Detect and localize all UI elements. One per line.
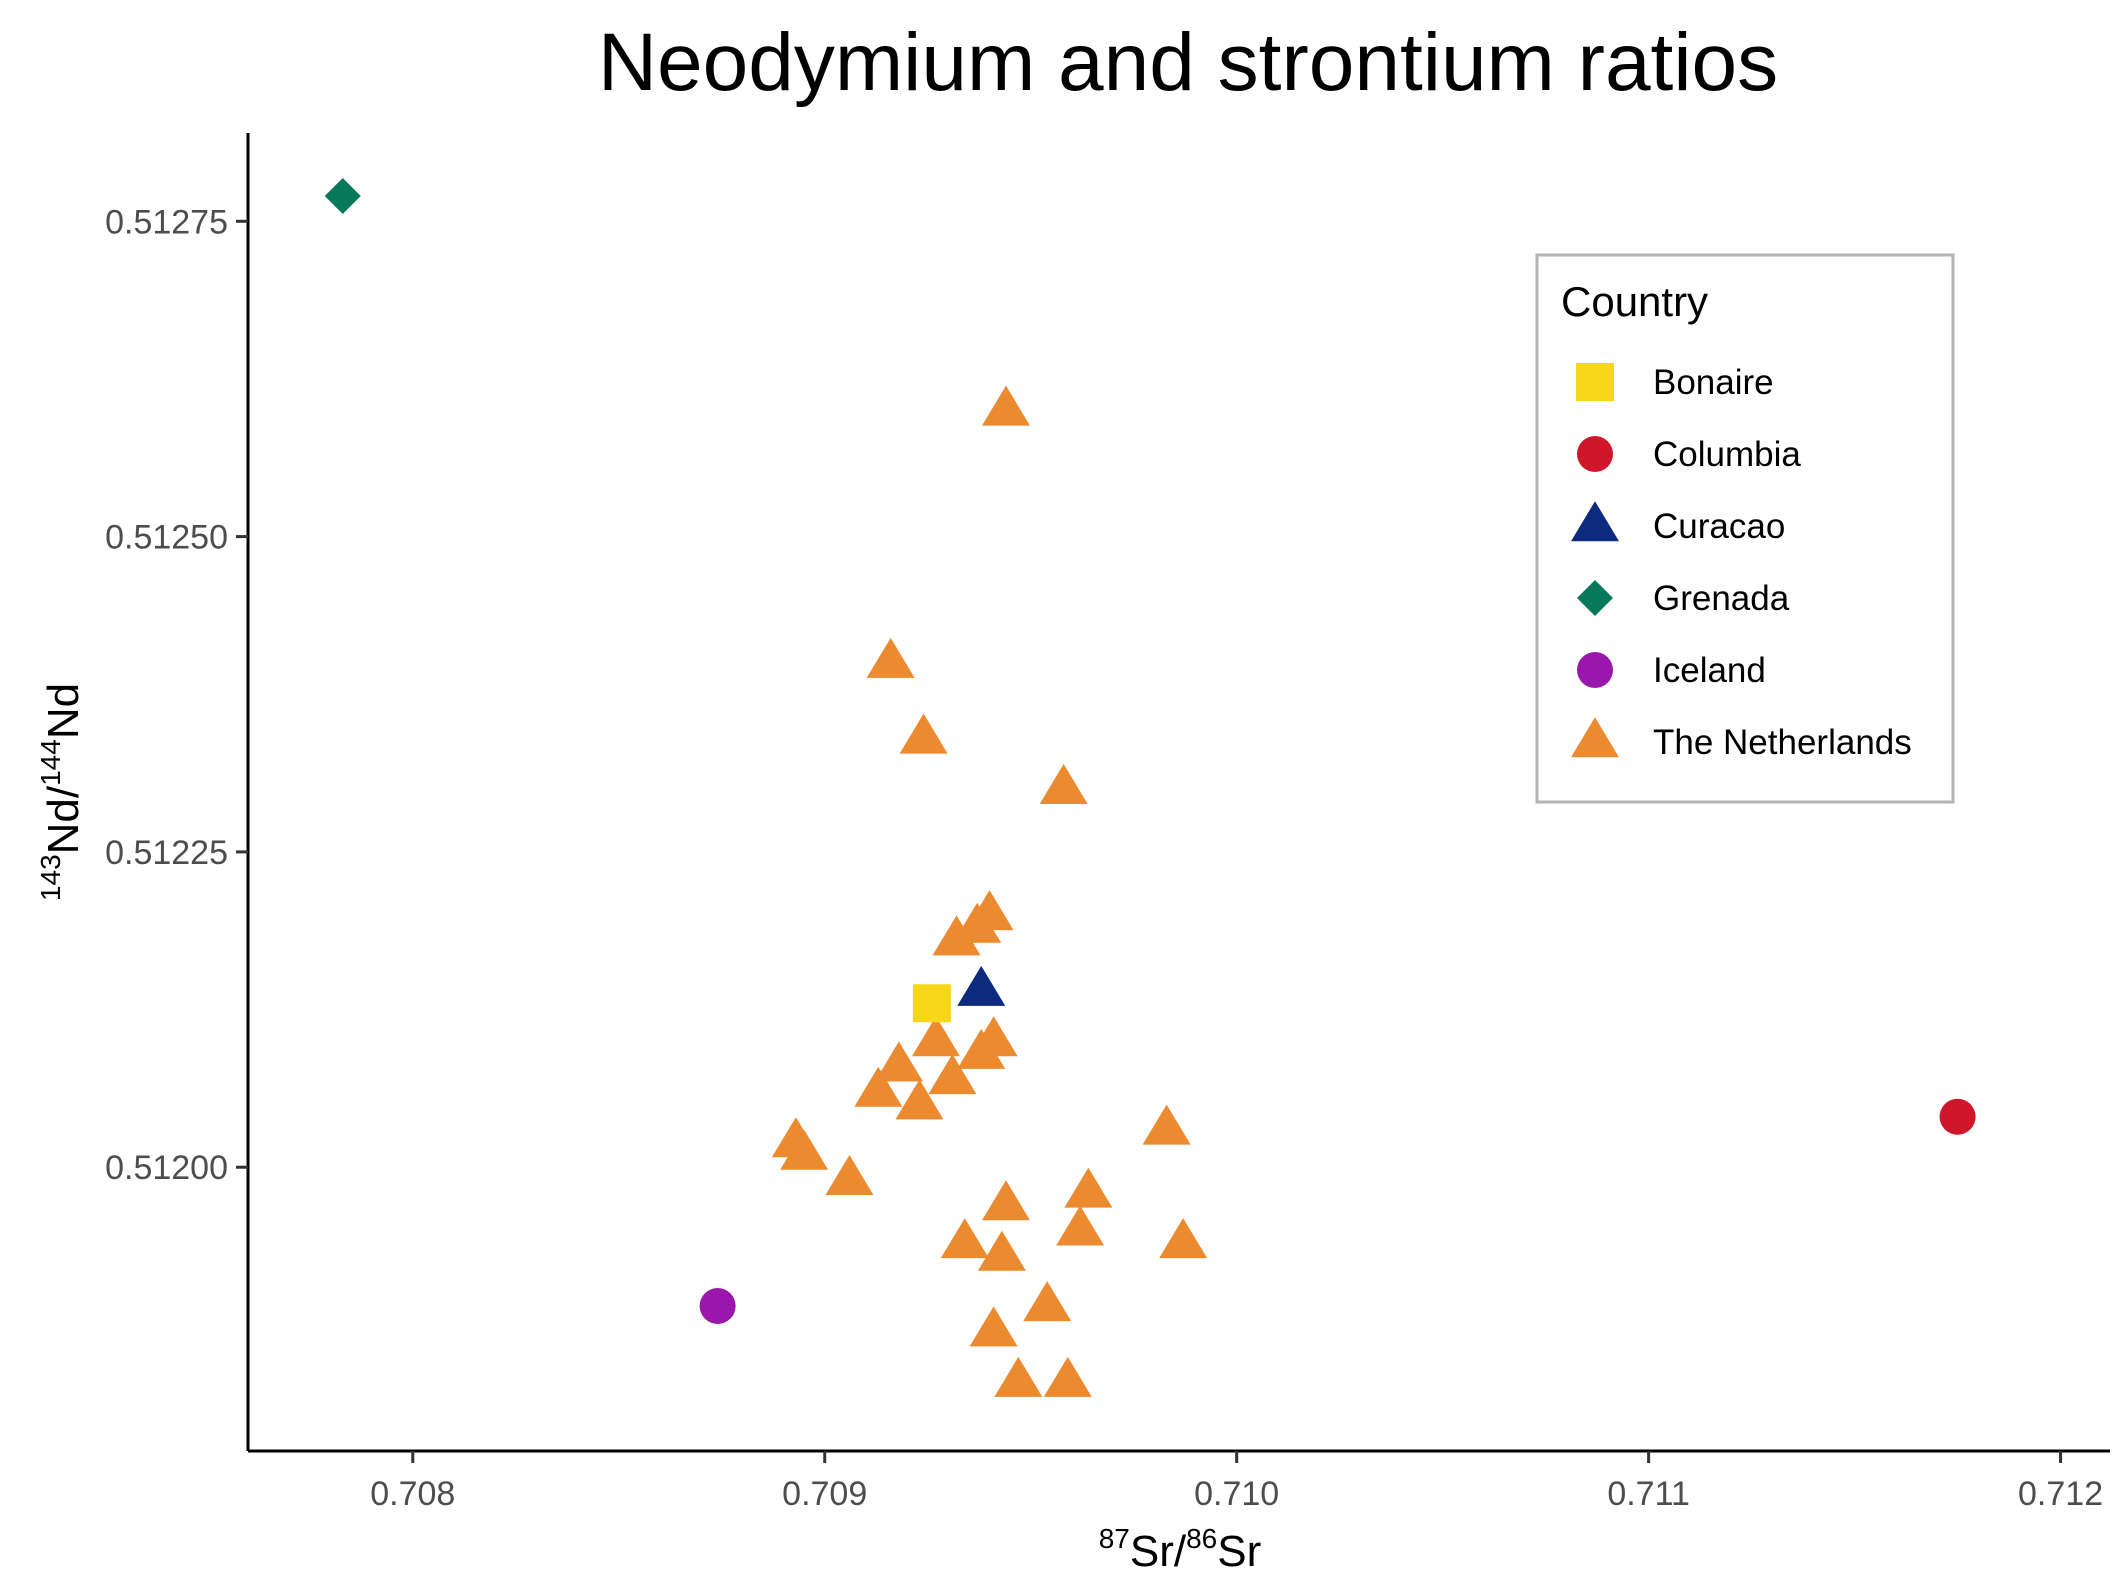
legend-title: Country (1561, 278, 1708, 325)
x-tick-label: 0.710 (1194, 1475, 1279, 1513)
point-the-netherlands (969, 1306, 1018, 1347)
point-the-netherlands (957, 1028, 1006, 1069)
point-the-netherlands (977, 1230, 1026, 1271)
legend-label-grenada: Grenada (1653, 579, 1790, 618)
legend-items: Bonaire Columbia Curacao Grenada Iceland The … (1571, 363, 1912, 762)
point-the-netherlands (1043, 1356, 1092, 1397)
y-axis-title-base1: Nd/ (39, 785, 88, 854)
y-axis-title-sup1: 143 (35, 854, 66, 901)
legend-label-bonaire: Bonaire (1653, 363, 1774, 402)
point-the-netherlands (981, 1180, 1030, 1221)
y-tick-label: 0.51275 (105, 203, 228, 241)
legend-key-the-netherlands (1571, 717, 1619, 758)
y-tick-label: 0.51225 (105, 834, 228, 872)
legend-key-curacao (1571, 501, 1619, 542)
y-axis-title-sup2: 144 (35, 739, 66, 786)
point-the-netherlands (1142, 1104, 1191, 1145)
point-the-netherlands (825, 1155, 874, 1196)
y-axis-ticks: 0.51200 0.51225 0.51250 0.51275 (105, 203, 248, 1187)
point-the-netherlands (899, 713, 948, 754)
point-the-netherlands (1039, 764, 1088, 805)
x-axis-title-sup1: 87 (1099, 1523, 1130, 1554)
point-the-netherlands (866, 637, 915, 678)
legend-key-iceland (1577, 652, 1613, 688)
x-axis-title-sup2: 86 (1186, 1523, 1217, 1554)
point-curacao (957, 965, 1006, 1006)
y-tick-label: 0.51200 (105, 1149, 228, 1187)
x-tick-label: 0.708 (370, 1475, 455, 1513)
y-axis-title: 143Nd/144Nd (35, 683, 88, 901)
legend-label-the-netherlands: The Netherlands (1653, 723, 1912, 762)
x-tick-label: 0.709 (782, 1475, 867, 1513)
point-the-netherlands (1023, 1281, 1072, 1322)
point-the-netherlands (981, 385, 1030, 426)
legend-key-grenada (1577, 580, 1613, 616)
point-bonaire (912, 984, 951, 1023)
point-the-netherlands (994, 1356, 1043, 1397)
point-the-netherlands (932, 915, 981, 956)
x-axis-title-base2: Sr (1217, 1527, 1261, 1576)
x-axis-title: 87Sr/86Sr (1099, 1523, 1262, 1576)
point-the-netherlands (911, 1016, 960, 1057)
point-iceland (699, 1287, 736, 1324)
point-the-netherlands (940, 1218, 989, 1259)
point-the-netherlands (874, 1041, 923, 1082)
x-axis-ticks: 0.708 0.709 0.710 0.711 0.712 (370, 1451, 2103, 1513)
y-axis-title-base2: Nd (39, 683, 88, 739)
legend: Country Bonaire Columbia Curacao Grenada Ice… (1535, 253, 1955, 804)
point-the-netherlands (1159, 1218, 1208, 1259)
legend-label-iceland: Iceland (1653, 651, 1766, 690)
legend-label-columbia: Columbia (1653, 435, 1801, 474)
x-tick-label: 0.711 (1607, 1475, 1690, 1513)
point-the-netherlands (928, 1054, 977, 1095)
point-the-netherlands (1056, 1205, 1105, 1246)
point-grenada (324, 178, 361, 215)
point-the-netherlands (780, 1129, 829, 1170)
point-columbia (1939, 1098, 1976, 1135)
legend-key-columbia (1577, 436, 1613, 472)
legend-key-bonaire (1576, 363, 1614, 401)
data-points (324, 178, 1976, 1397)
plot-area: 0.708 0.709 0.710 0.711 0.712 0.51200 0.51225… (105, 133, 2110, 1513)
x-axis-title-base1: Sr/ (1130, 1527, 1187, 1576)
point-the-netherlands (895, 1079, 944, 1120)
point-the-netherlands (854, 1066, 903, 1107)
legend-label-curacao: Curacao (1653, 507, 1785, 546)
x-tick-label: 0.712 (2018, 1475, 2103, 1513)
chart-title: Neodymium and strontium ratios (598, 17, 1778, 108)
point-the-netherlands (1064, 1167, 1113, 1208)
y-tick-label: 0.51250 (105, 519, 228, 557)
